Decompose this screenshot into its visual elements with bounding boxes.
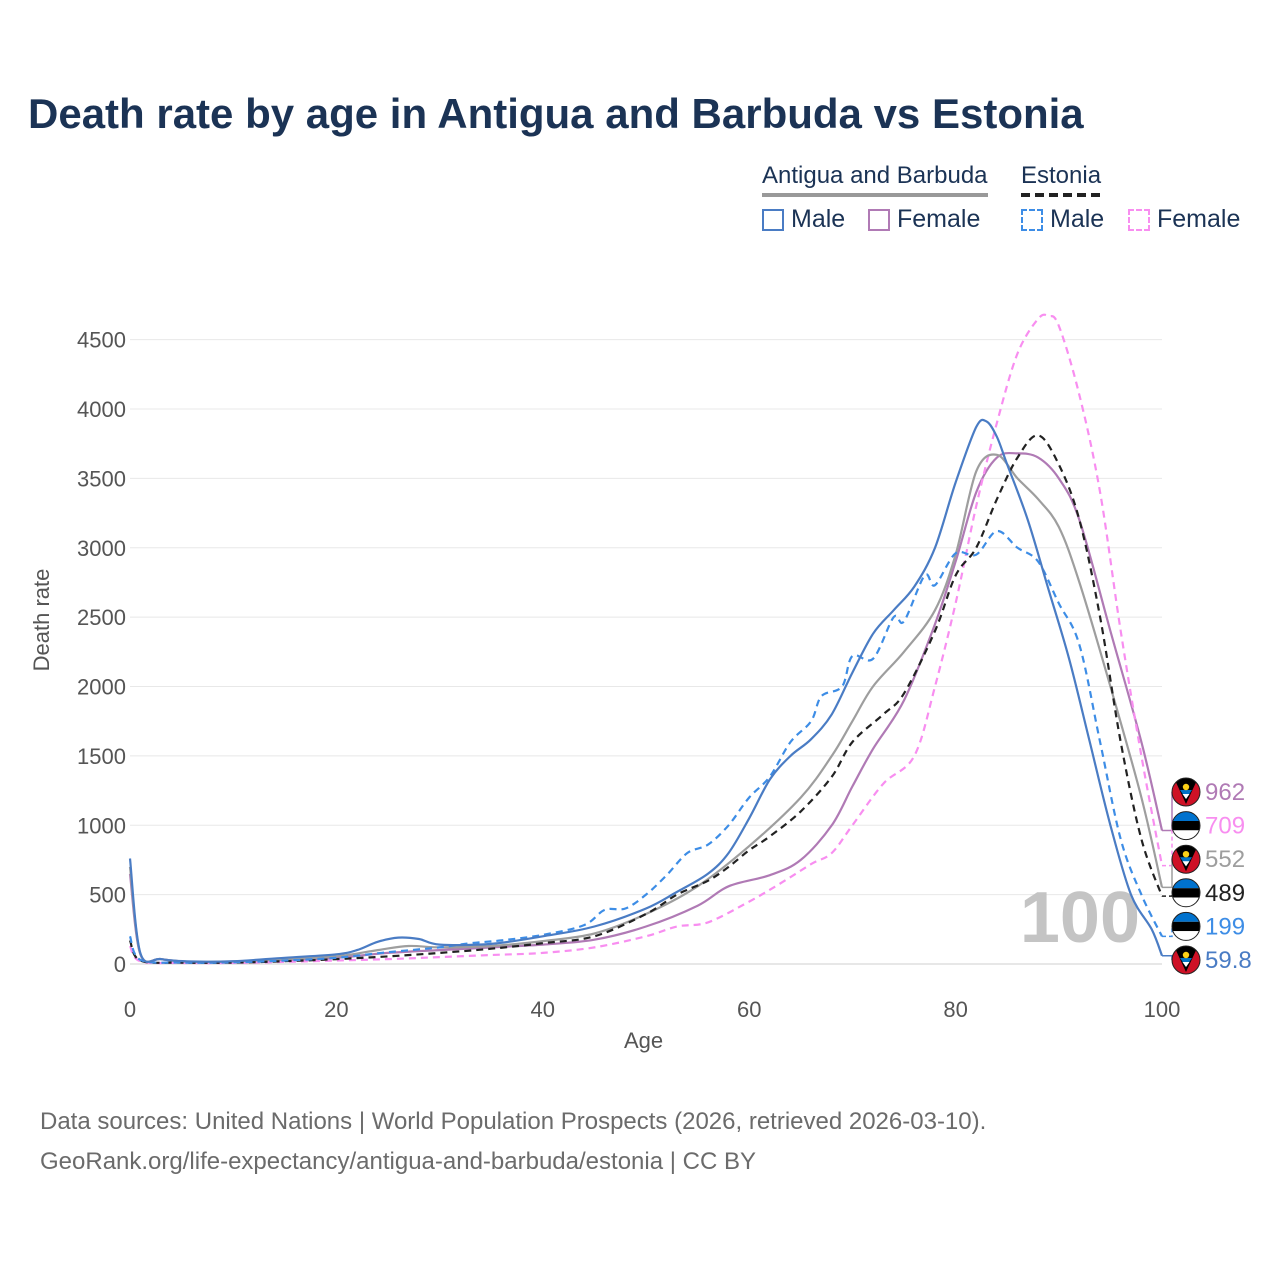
x-tick-label: 80 — [943, 997, 967, 1022]
end-connector — [1162, 926, 1173, 938]
x-tick-label: 0 — [124, 997, 136, 1022]
series-line-antigua-and-barbuda-male — [128, 418, 1164, 963]
legend-group-estonia: Estonia — [1021, 162, 1102, 197]
legend-item-label: Female — [897, 205, 981, 233]
y-tick-label: 1500 — [77, 744, 126, 769]
end-value-label: 59.8 — [1205, 947, 1252, 974]
y-tick-label: 4500 — [77, 328, 126, 353]
x-axis-title: Age — [624, 1028, 664, 1053]
legend-swatch — [1021, 208, 1043, 231]
legend-item-estonia-male[interactable]: Male — [1021, 205, 1104, 234]
series-line-estonia-total — [128, 434, 1164, 964]
series-line-antigua-and-barbuda-female — [128, 451, 1164, 964]
legend-swatch — [1128, 208, 1150, 231]
end-value-label: 709 — [1205, 813, 1245, 840]
source-line: Data sources: United Nations | World Pop… — [40, 1108, 987, 1135]
end-value-label: 552 — [1205, 846, 1245, 873]
antigua-and-barbuda-flag-icon — [1171, 844, 1201, 874]
end-connector — [1162, 892, 1173, 897]
series-line-estonia-female — [129, 313, 1164, 965]
series-line-antigua-and-barbuda-total — [128, 453, 1164, 964]
legend-group-label: Estonia — [1021, 162, 1102, 189]
end-connector — [1162, 859, 1173, 889]
legend-item-antigua-male[interactable]: Male — [762, 205, 845, 234]
source-url: GeoRank.org/life-expectancy/antigua-and-… — [40, 1148, 756, 1175]
legend-item-estonia-female[interactable]: Female — [1128, 205, 1240, 234]
legend-item-label: Female — [1157, 205, 1241, 233]
y-tick-label: 3000 — [77, 536, 126, 561]
end-connector — [1162, 825, 1173, 867]
legend-item-label: Male — [791, 205, 846, 233]
y-tick-label: 1000 — [77, 813, 126, 838]
y-tick-label: 3500 — [77, 466, 126, 491]
legend-swatch — [762, 208, 784, 231]
end-value-label: 199 — [1205, 913, 1245, 940]
x-tick-label: 20 — [324, 997, 348, 1022]
legend-item-label: Male — [1050, 205, 1105, 233]
x-tick-label: 100 — [1144, 997, 1181, 1022]
y-tick-label: 500 — [89, 883, 126, 908]
estonia-flag-icon — [1171, 911, 1201, 941]
x-tick-label: 60 — [737, 997, 761, 1022]
estonia-flag-icon — [1171, 811, 1201, 841]
legend-group-antigua: Antigua and Barbuda — [762, 162, 988, 197]
legend-swatch — [868, 208, 890, 231]
chart-title: Death rate by age in Antigua and Barbuda… — [28, 90, 1084, 137]
antigua-and-barbuda-flag-icon — [1171, 777, 1201, 807]
antigua-and-barbuda-flag-icon — [1171, 945, 1201, 975]
end-connector — [1162, 792, 1173, 832]
end-connector — [1162, 954, 1173, 960]
y-tick-label: 0 — [114, 952, 126, 977]
y-tick-label: 2500 — [77, 605, 126, 630]
legend-item-antigua-female[interactable]: Female — [868, 205, 980, 234]
series-line-estonia-male — [128, 529, 1163, 964]
end-value-label: 489 — [1205, 880, 1245, 907]
y-tick-label: 4000 — [77, 397, 126, 422]
legend-group-label: Antigua and Barbuda — [762, 162, 988, 189]
y-tick-label: 2000 — [77, 675, 126, 700]
estonia-flag-icon — [1171, 878, 1201, 908]
legend-dashed-underline — [1021, 193, 1102, 197]
end-value-label: 962 — [1205, 779, 1245, 806]
age-overlay-label: 100 — [1020, 878, 1140, 958]
legend-solid-underline — [762, 193, 988, 197]
x-tick-label: 40 — [531, 997, 555, 1022]
